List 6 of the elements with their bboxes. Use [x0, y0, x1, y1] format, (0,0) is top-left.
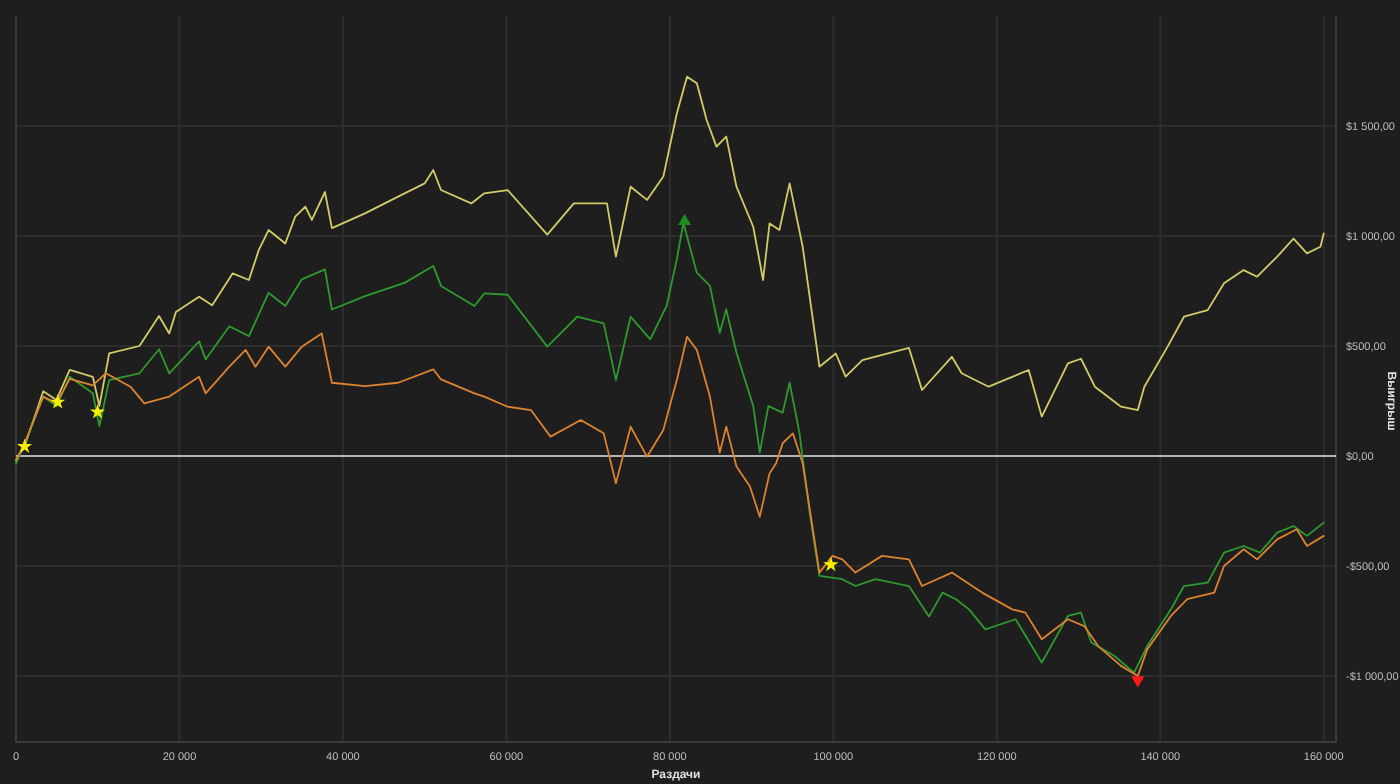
point: [678, 213, 692, 225]
point: [16, 438, 33, 454]
point: [50, 394, 66, 409]
point: [89, 403, 106, 419]
point: [1131, 676, 1145, 688]
point: [823, 556, 839, 572]
